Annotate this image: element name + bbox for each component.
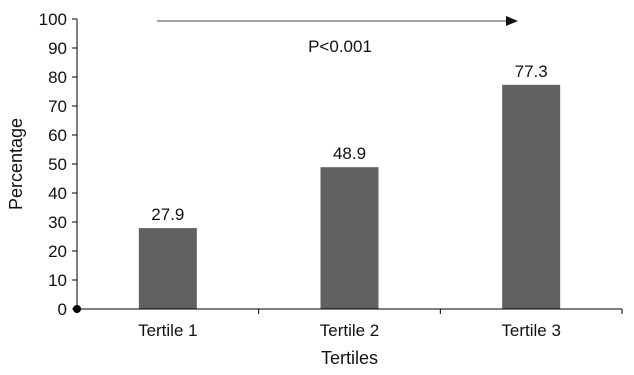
x-axis-ticks: Tertile 1 Tertile 2 Tertile 3 [138,309,623,340]
x-category-label: Tertile 2 [320,321,380,340]
y-tick-label: 30 [48,213,67,232]
x-axis-title: Tertiles [321,348,378,368]
y-tick-label: 0 [58,300,67,319]
data-labels-group: 27.9 48.9 77.3 [151,62,547,224]
y-tick-label: 70 [48,97,67,116]
bars-group [138,84,561,309]
y-tick-label: 20 [48,242,67,261]
y-axis-ticks: 0 10 20 30 40 50 60 70 80 90 100 [39,10,77,319]
y-tick-label: 100 [39,10,67,29]
y-tick-label: 40 [48,184,67,203]
x-category-label: Tertile 3 [501,321,561,340]
bar-value-label: 27.9 [151,205,184,224]
bar [320,167,379,309]
bar-value-label: 48.9 [333,144,366,163]
bar [138,228,197,309]
trend-arrow-head [506,16,518,26]
bar [502,84,561,309]
y-tick-label: 50 [48,155,67,174]
y-axis-title: Percentage [6,118,26,210]
p-value-annotation: P<0.001 [308,37,372,56]
y-tick-label: 80 [48,68,67,87]
origin-marker [73,305,81,313]
y-tick-label: 60 [48,126,67,145]
y-tick-label: 10 [48,271,67,290]
y-tick-label: 90 [48,39,67,58]
bar-value-label: 77.3 [515,62,548,81]
x-category-label: Tertile 1 [138,321,198,340]
